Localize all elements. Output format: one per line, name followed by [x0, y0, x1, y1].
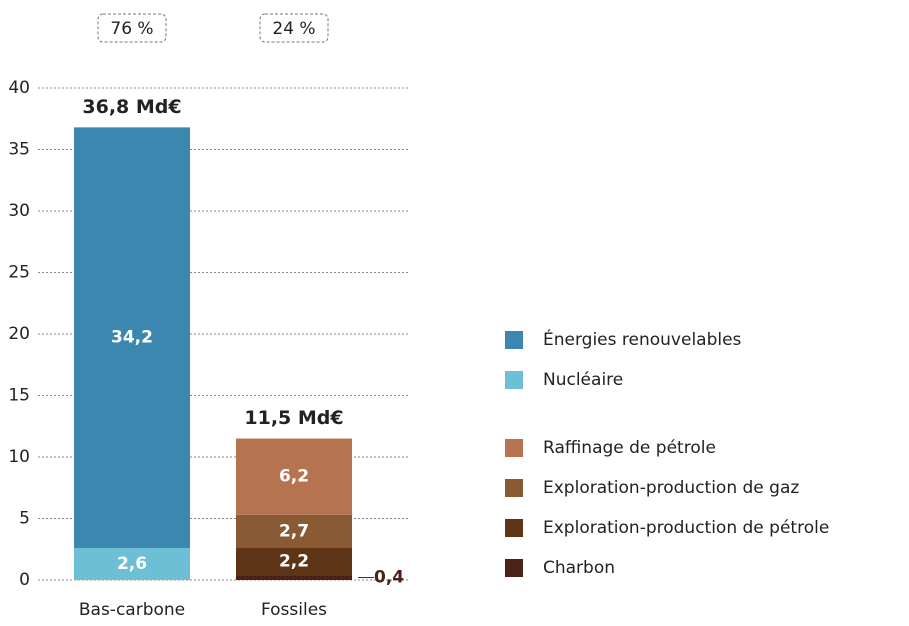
legend-swatch — [505, 479, 523, 497]
bar-segment — [74, 548, 190, 580]
value-label: 0,4 — [374, 568, 404, 588]
y-tick-label: 5 — [19, 509, 30, 529]
y-tick-label: 0 — [19, 570, 30, 590]
value-label: 2,7 — [279, 521, 309, 541]
share-box — [259, 13, 329, 43]
share-label: 76 % — [110, 19, 153, 39]
legend-swatch — [505, 371, 523, 389]
value-label: 2,2 — [279, 552, 309, 572]
y-tick-label: 25 — [8, 263, 30, 283]
bar-segment — [236, 575, 352, 580]
y-tick-label: 35 — [8, 140, 30, 160]
bar-segment — [236, 438, 352, 515]
y-tick-label: 20 — [8, 324, 30, 344]
value-label: 34,2 — [111, 328, 153, 348]
legend-swatch — [505, 439, 523, 457]
y-tick-label: 30 — [8, 201, 30, 221]
y-tick-label: 40 — [8, 78, 30, 98]
bar-segment — [74, 127, 190, 549]
legend-label: Raffinage de pétrole — [543, 438, 716, 458]
legend-swatch — [505, 519, 523, 537]
total-label: 36,8 Md€ — [82, 96, 181, 118]
share-box — [97, 13, 167, 43]
x-tick-label: Fossiles — [261, 600, 327, 620]
legend-label: Énergies renouvelables — [543, 328, 742, 350]
legend-label: Nucléaire — [543, 370, 623, 390]
total-label: 11,5 Md€ — [244, 407, 343, 429]
legend-label: Charbon — [543, 558, 615, 578]
legend-swatch — [505, 559, 523, 577]
value-label: 2,6 — [117, 554, 147, 574]
legend-swatch — [505, 331, 523, 349]
y-tick-label: 10 — [8, 447, 30, 467]
legend-label: Exploration-production de gaz — [543, 478, 799, 498]
x-tick-label: Bas-carbone — [79, 600, 185, 620]
value-label: 6,2 — [279, 467, 309, 487]
legend-label: Exploration-production de pétrole — [543, 518, 829, 538]
y-tick-label: 15 — [8, 386, 30, 406]
bar-segment — [236, 514, 352, 549]
share-label: 24 % — [272, 19, 315, 39]
bar-segment — [236, 548, 352, 576]
